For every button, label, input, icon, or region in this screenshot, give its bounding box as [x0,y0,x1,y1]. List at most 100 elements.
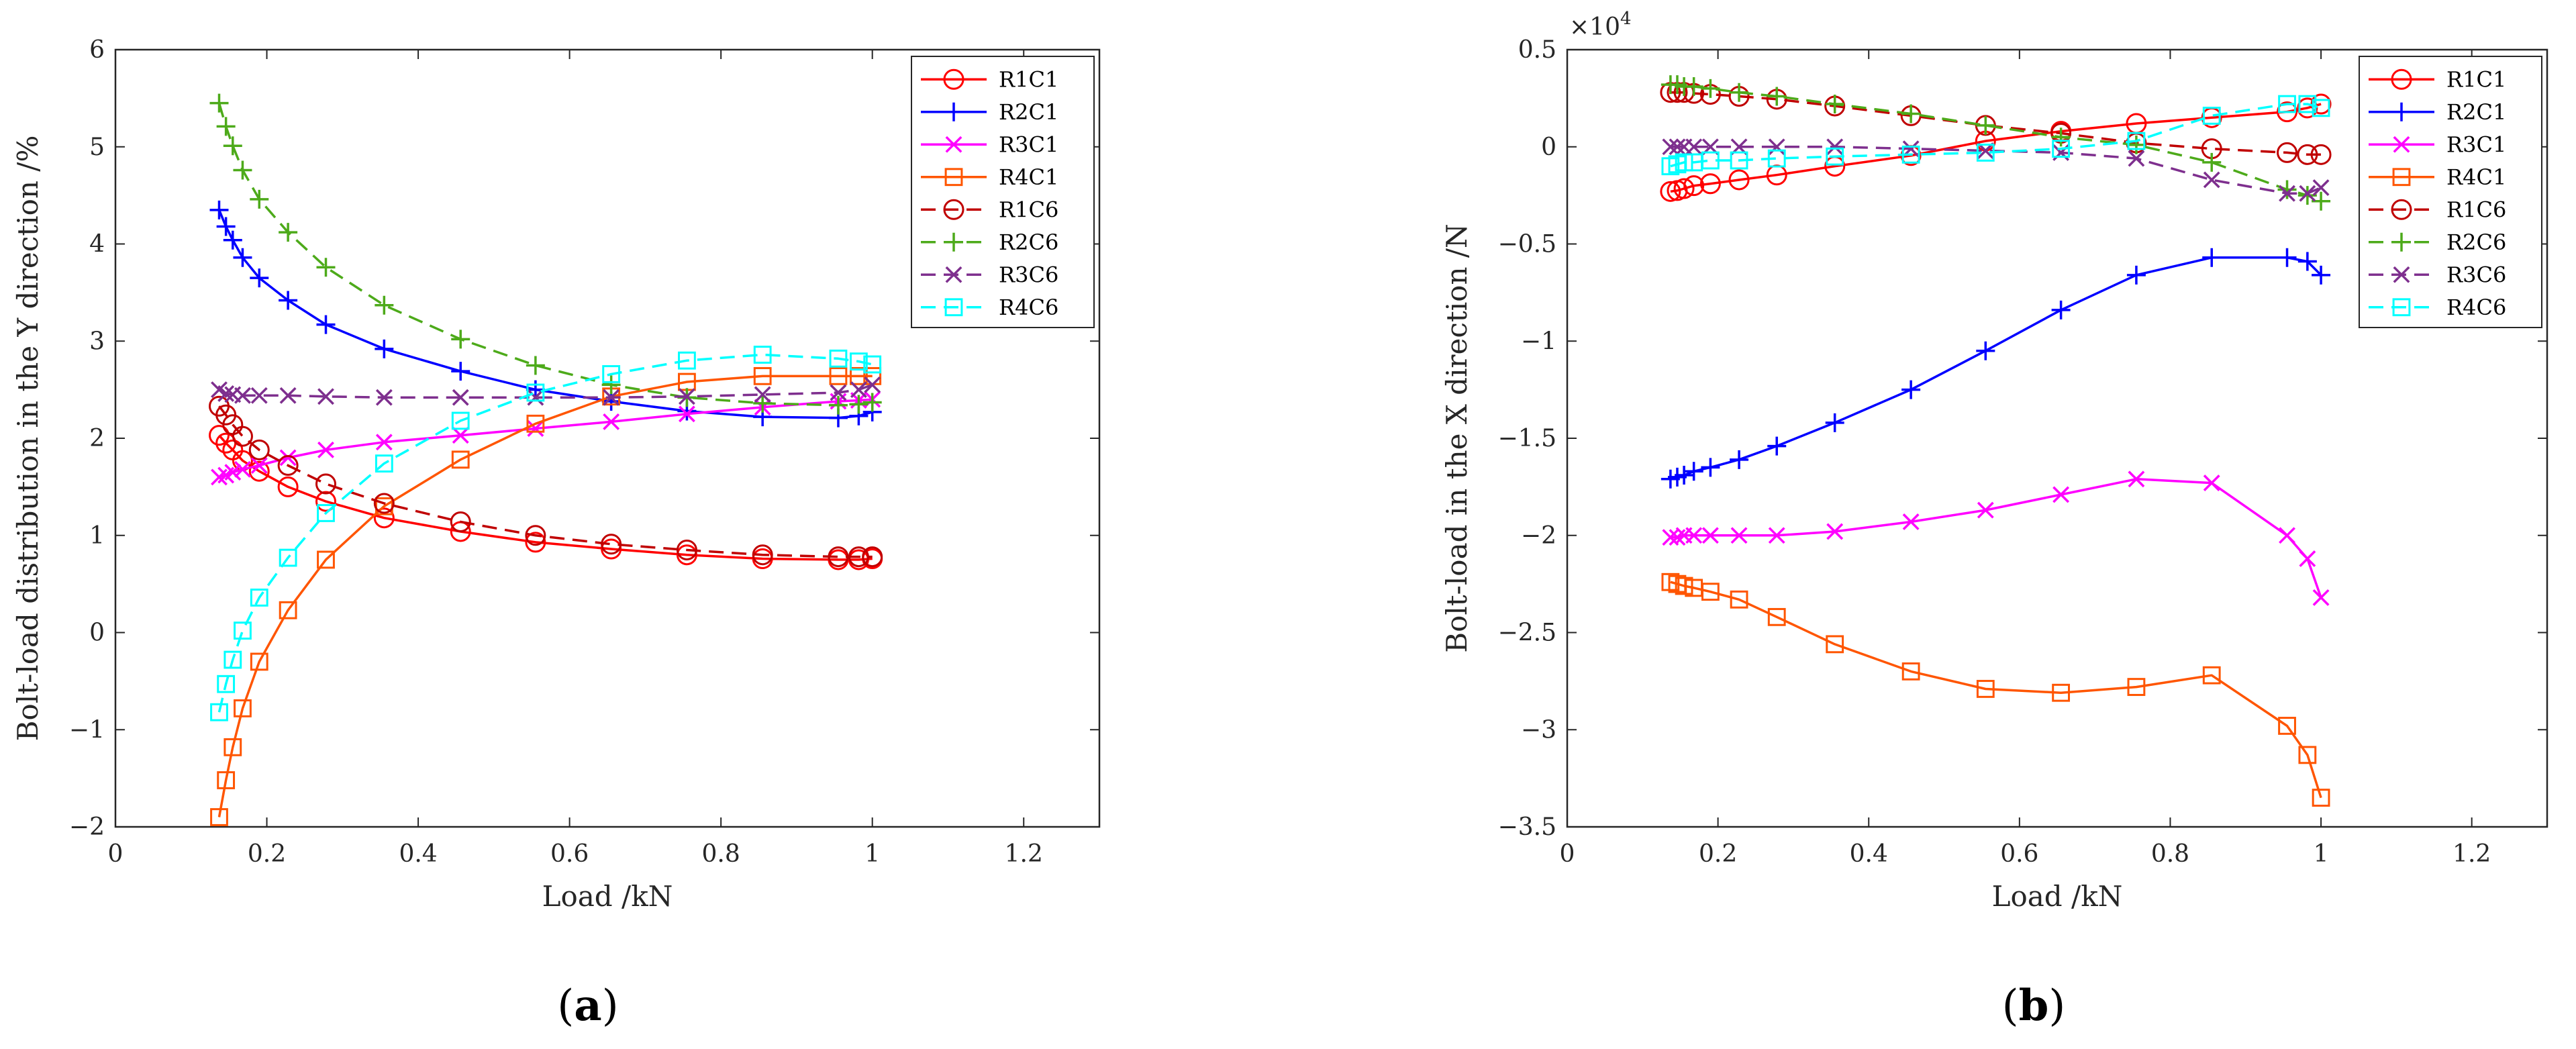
data-point [2298,746,2317,764]
data-point [1767,436,1787,456]
data-point [676,539,697,560]
legend-item-r1c1: R1C1 [921,66,1058,92]
data-point [2128,150,2145,167]
data-point [223,136,242,156]
legend-item-r4c6: R4C6 [2369,295,2506,320]
series-line [218,383,873,399]
data-point [1826,635,1844,654]
data-point [1675,466,1694,485]
series-line [1670,103,2322,168]
data-point [527,420,544,437]
legend-item-r1c1: R1C1 [2369,66,2506,92]
y-tick-label: −2 [69,813,105,841]
data-point [862,393,882,412]
data-point [1675,577,1693,595]
y-scale-factor: ×104 [1569,9,1632,41]
data-point [1767,149,1786,168]
data-point [2277,248,2297,267]
legend-label: R2C1 [999,99,1058,125]
data-point [1767,87,1787,106]
data-point [217,771,236,789]
data-point [375,389,393,406]
data-point [527,389,544,406]
data-point [1826,147,1844,166]
data-point [250,457,268,474]
data-point [2051,300,2071,319]
y-tick-label: 0 [1541,134,1556,161]
data-point [603,413,620,430]
data-point [375,454,393,473]
data-point [2277,180,2297,199]
data-point [1825,95,1844,114]
y-tick-label: 5 [89,134,105,161]
data-point [1730,527,1748,544]
series-r2c6 [1661,75,2331,211]
data-point [2299,550,2316,567]
y-tick-label: −1 [69,716,105,744]
data-point [1976,144,1995,162]
y-tick-label: −3.5 [1498,813,1556,841]
data-point [849,395,869,414]
y-tick-label: 0 [89,619,105,647]
data-point [849,352,868,371]
data-point [451,330,470,349]
series-line [1670,581,2322,799]
data-point [452,427,469,444]
data-point [2128,470,2145,488]
data-point [1826,138,1844,156]
x-tick-label: 1 [2314,840,2329,868]
data-point [2052,140,2071,158]
data-point [216,117,236,136]
legend-label: R1C1 [2446,66,2506,92]
legend-label: R2C1 [2446,99,2506,125]
data-point [2277,142,2298,163]
data-point [373,507,395,529]
data-point [1662,138,1679,156]
legend-item-r4c6: R4C6 [921,295,1058,320]
data-point [2126,135,2146,154]
legend-box [2359,56,2542,328]
legend-item-r2c1: R2C1 [921,99,1058,125]
data-point [1902,513,1920,530]
legend-label: R3C6 [2446,262,2506,287]
data-point [2312,789,2330,807]
series-line [1670,256,2322,481]
data-point [1661,157,1680,176]
data-point [753,366,772,385]
data-point [208,425,230,446]
y-tick-label: −2.5 [1498,619,1556,647]
series-r4c1 [1661,572,2330,807]
data-point [678,405,695,423]
data-point [279,601,297,619]
data-point [525,525,546,546]
legend-marker [2392,168,2411,187]
panel-letter: a [574,981,601,1031]
y-tick-label: −3 [1521,716,1556,744]
data-point [248,439,270,460]
data-point [601,375,621,395]
data-point [2312,191,2331,211]
chart-panel-a: 0 0.2 0.4 0.6 0.8 1 1.2 −2 −1 0 1 2 3 4 5 6 Load /kN Bolt… [11,36,1101,1031]
series-line [1670,146,2322,195]
panel-letter: b [2019,981,2049,1031]
data-point [209,93,229,113]
data-point [317,504,335,522]
x-axis-label: Load /kN [1992,880,2123,913]
data-point [224,738,242,756]
data-point [1767,607,1786,626]
data-point [1976,115,1995,135]
series-r3c6 [211,376,881,406]
data-point [828,395,848,415]
x-tick-label: 1.2 [2453,840,2491,868]
data-point [2051,128,2071,147]
legend-label: R3C6 [999,262,1058,287]
data-point [250,189,269,209]
data-point [753,393,773,413]
data-point [676,544,697,566]
data-point [525,532,546,553]
data-point [315,491,336,512]
data-point [375,339,394,358]
series-line [1670,91,2322,156]
data-point [864,376,881,393]
